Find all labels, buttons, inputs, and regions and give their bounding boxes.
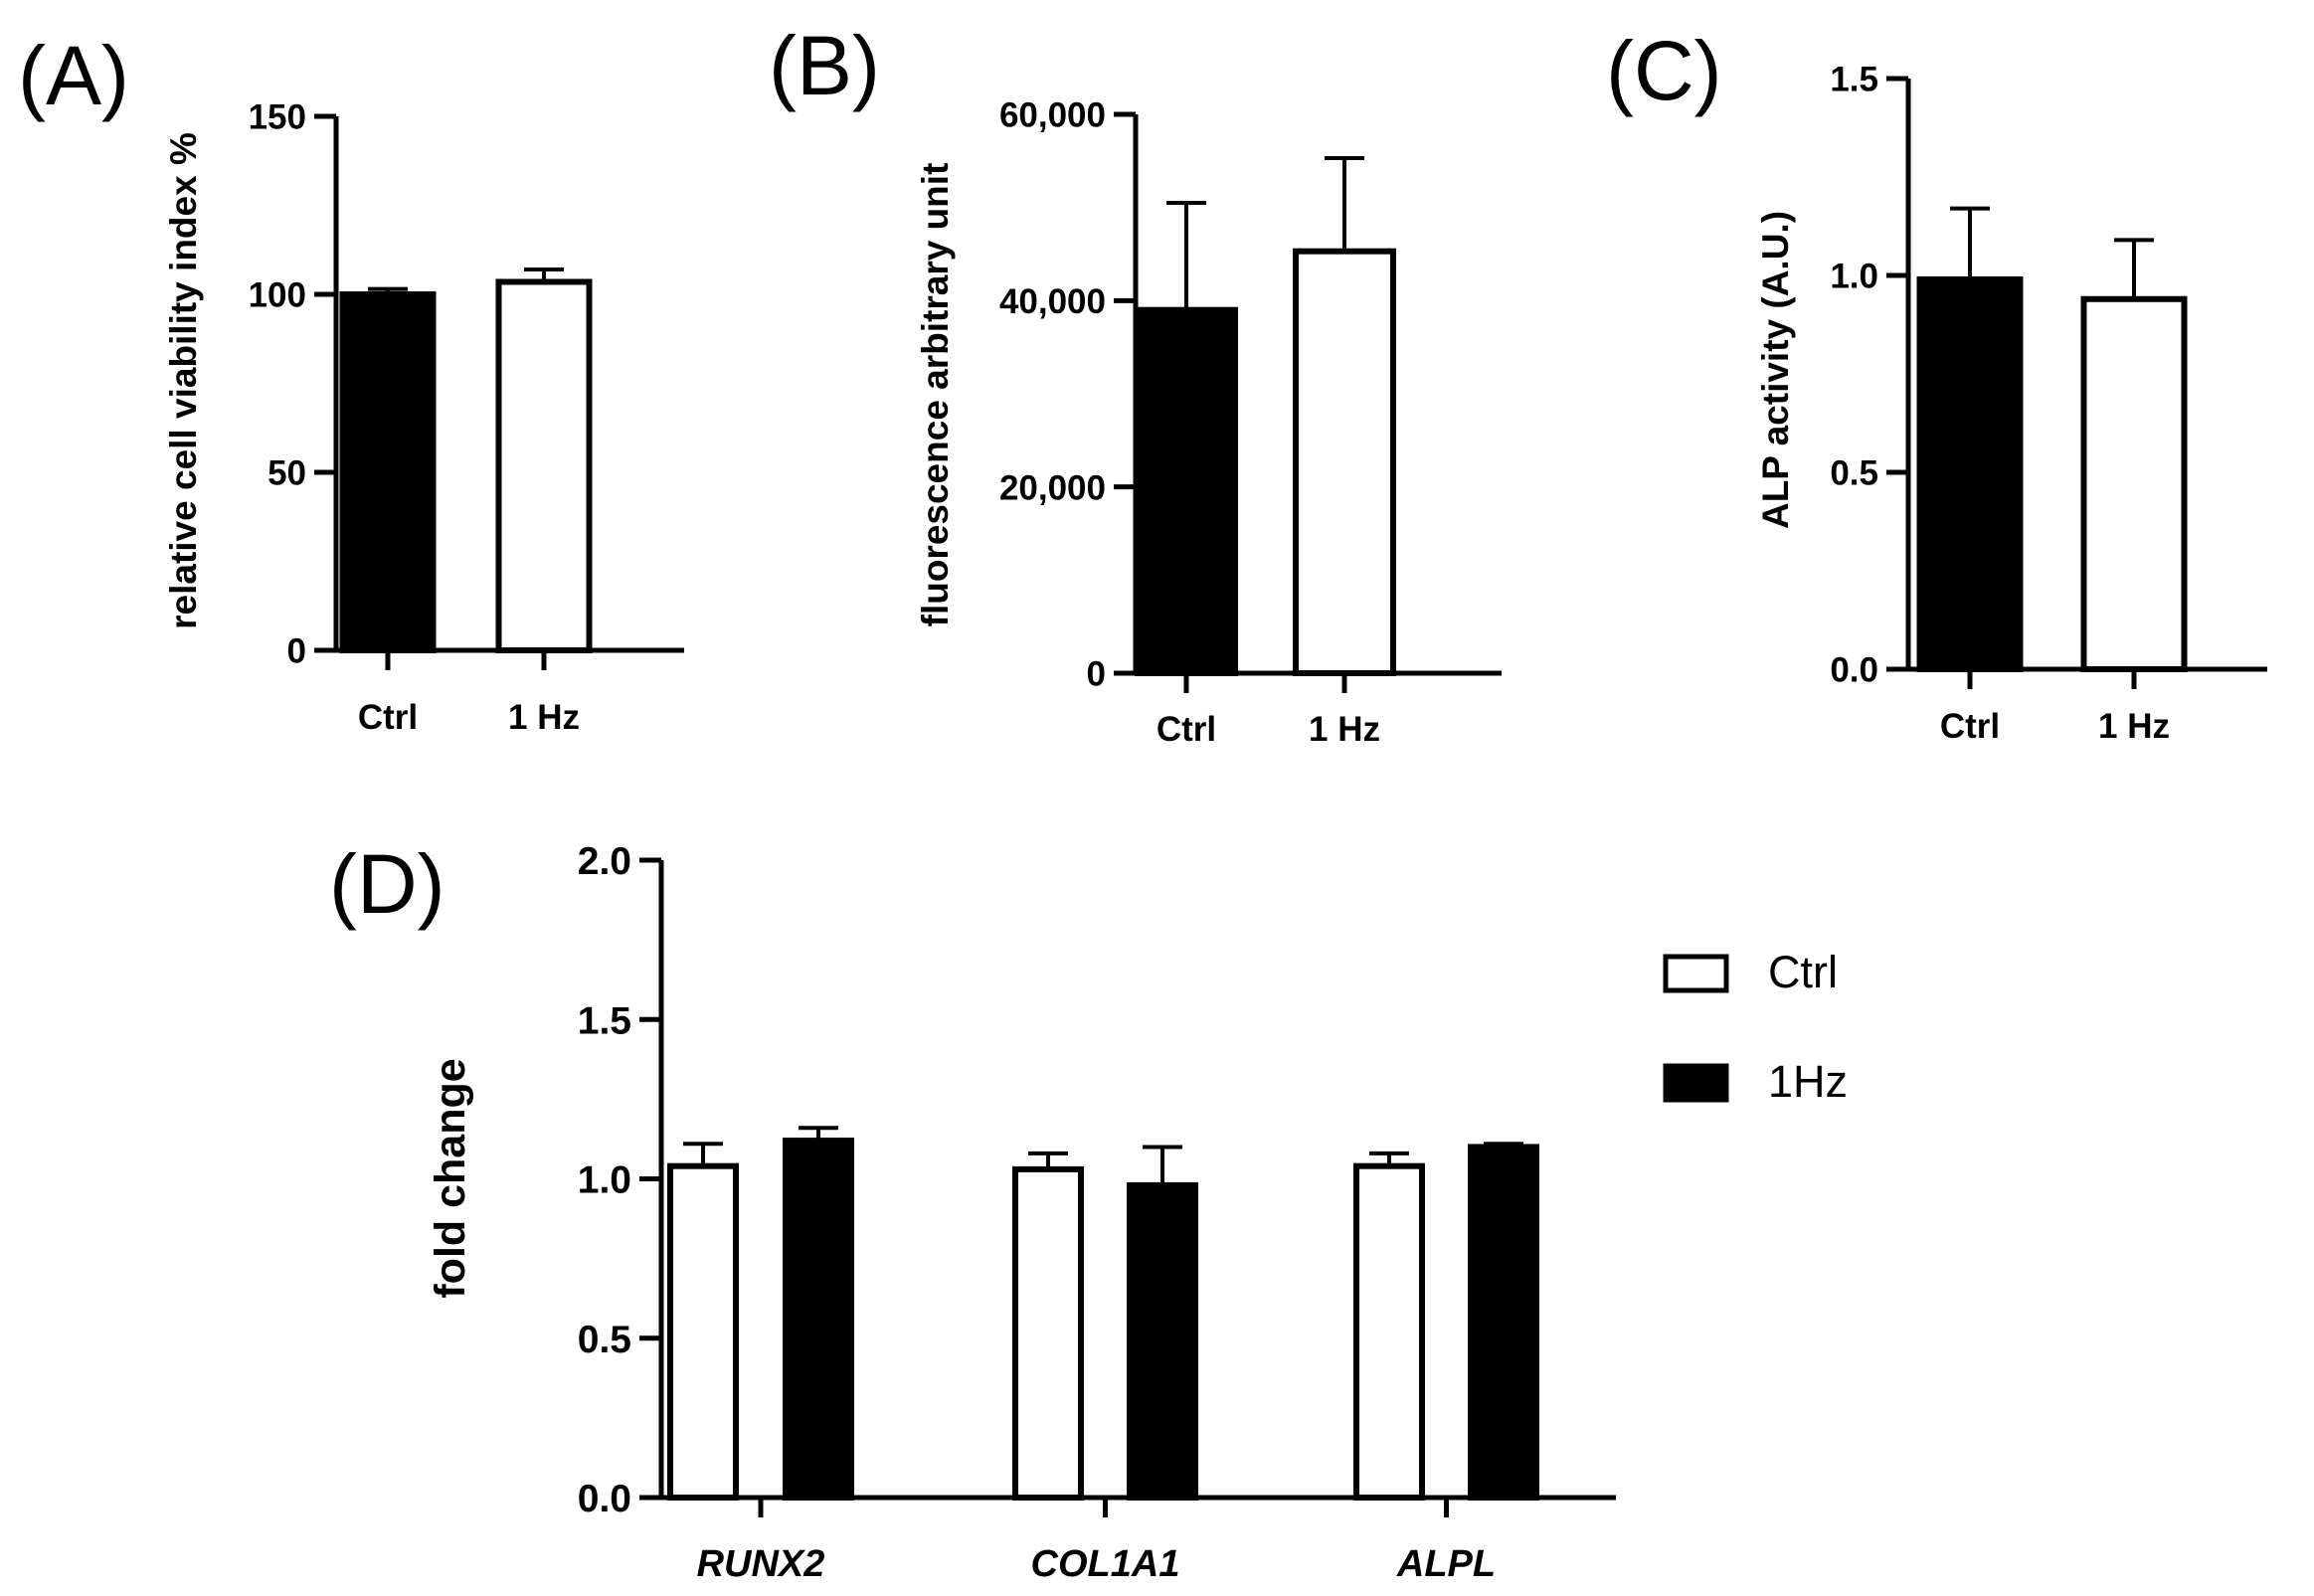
- panel-d-y-tick-label: 1.5: [578, 999, 631, 1042]
- panel-a-y-tick-label: 50: [267, 454, 306, 493]
- panel-d-bar-alpl-1hz: [1468, 1144, 1539, 1501]
- legend-label-1hz: 1Hz: [1768, 1056, 1848, 1107]
- panel-b-x-tick-label: 1 Hz: [1309, 710, 1380, 749]
- legend-label-ctrl: Ctrl: [1768, 947, 1838, 997]
- panel-b-y-tick-label: 40,000: [999, 282, 1106, 321]
- panel-d-bar-alpl-ctrl: [1353, 1162, 1425, 1502]
- panel-b-y-tick-label: 60,000: [999, 96, 1106, 135]
- panel-d-y-tick-label: 2.0: [578, 840, 631, 883]
- panel-b-x-tick-label: Ctrl: [1157, 710, 1216, 749]
- panel-label-c: (C): [1606, 24, 1722, 117]
- panel-label-a: (A): [18, 29, 129, 122]
- legend-swatch-1hz: [1663, 1063, 1729, 1103]
- panel-a-x-tick-label: 1 Hz: [508, 698, 580, 737]
- panel-c-y-tick-label: 0.0: [1830, 651, 1878, 690]
- panel-c-x-tick-label: Ctrl: [1940, 707, 2000, 746]
- panel-d-bar-runx2-ctrl: [667, 1162, 739, 1502]
- panel-c-x-tick-label: 1 Hz: [2098, 707, 2170, 746]
- panel-a-bar-1hz: [495, 278, 593, 653]
- panel-c-bar-1hz: [2080, 295, 2188, 672]
- panel-c-y-tick-label: 1.0: [1830, 258, 1878, 296]
- panel-a-y-tick-label: 100: [249, 276, 306, 315]
- panel-c-bar-ctrl: [1916, 275, 2024, 672]
- panel-d-bar-runx2-1hz: [783, 1138, 854, 1502]
- plots: 0 50 100 150 Ctrl 1 Hz 0 20,000 40,000 60,000 Ctrl…: [249, 61, 2267, 1585]
- panel-b-y-tick-label: 20,000: [999, 468, 1106, 507]
- panel-d-bar-col1a1-ctrl: [1012, 1165, 1084, 1501]
- legend: Ctrl 1Hz: [1663, 947, 1848, 1107]
- panel-label-d: (D): [329, 837, 445, 931]
- panel-d-y-tick-label: 0.0: [578, 1478, 631, 1520]
- panel-label-b: (B): [769, 19, 880, 112]
- panel-b-bar-ctrl: [1135, 306, 1238, 676]
- panel-a-y-tick-label: 0: [287, 632, 306, 671]
- panel-a-y-tick-label: 150: [249, 98, 306, 137]
- panel-d-y-axis-title: fold change: [427, 1058, 474, 1298]
- panel-a-x-tick-label: Ctrl: [358, 698, 418, 737]
- panel-d-x-tick-label: RUNX2: [697, 1543, 825, 1585]
- panel-c-y-axis-title: ALP activity (A.U.): [1755, 211, 1796, 529]
- panel-b-y-tick-label: 0: [1087, 655, 1106, 694]
- panel-d-x-tick-label: COL1A1: [1031, 1543, 1180, 1585]
- panel-c-y-tick-label: 0.5: [1830, 454, 1878, 493]
- panel-a-bar-ctrl: [339, 291, 437, 653]
- panel-b-bar-1hz: [1293, 248, 1396, 676]
- legend-swatch-ctrl: [1663, 954, 1729, 993]
- panel-d-y-tick-label: 1.0: [578, 1159, 631, 1202]
- panel-d-x-tick-label: ALPL: [1396, 1543, 1496, 1585]
- panel-d-bar-col1a1-1hz: [1127, 1181, 1198, 1502]
- panel-c-y-tick-label: 1.5: [1830, 61, 1878, 99]
- panel-a-y-axis-title: relative cell viability index %: [163, 132, 204, 629]
- panel-d-y-tick-label: 0.5: [578, 1319, 631, 1361]
- panel-b-y-axis-title: fluorescence arbitrary unit: [915, 163, 956, 627]
